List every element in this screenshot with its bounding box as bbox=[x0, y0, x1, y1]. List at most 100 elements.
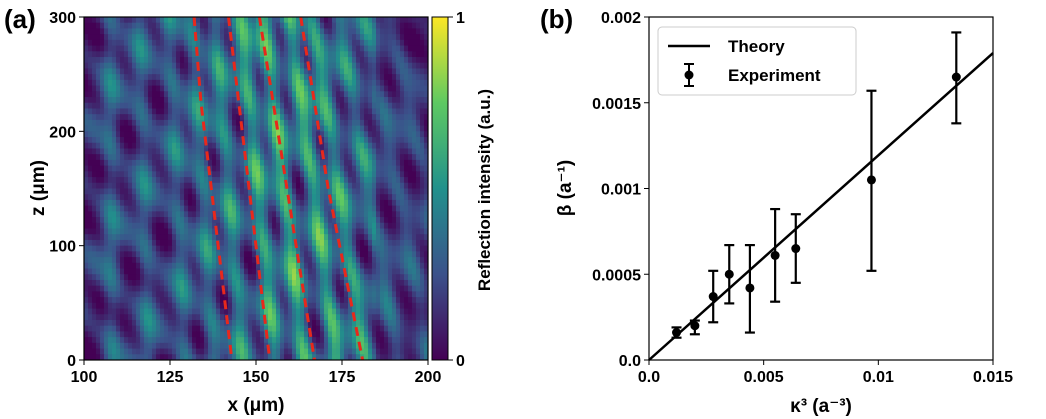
heatmap-cell bbox=[256, 45, 261, 52]
heatmap-cell bbox=[108, 325, 113, 333]
heatmap-cell bbox=[128, 308, 133, 315]
heatmap-cell bbox=[272, 125, 277, 132]
heatmap-cell bbox=[120, 217, 125, 224]
heatmap-cell bbox=[184, 245, 189, 252]
heatmap-cell bbox=[416, 205, 421, 212]
heatmap-cell bbox=[100, 234, 105, 241]
heatmap-cell bbox=[356, 268, 361, 275]
heatmap-cell bbox=[264, 85, 269, 92]
heatmap-cell bbox=[344, 314, 349, 321]
heatmap-cell bbox=[180, 331, 185, 338]
heatmap-cell bbox=[216, 302, 221, 310]
heatmap-cell bbox=[268, 119, 273, 127]
heatmap-cell bbox=[244, 251, 249, 258]
heatmap-cell bbox=[200, 337, 205, 344]
heatmap-cell bbox=[388, 108, 393, 115]
heatmap-cell bbox=[176, 302, 181, 310]
heatmap-cell bbox=[256, 251, 261, 258]
heatmap-cell bbox=[96, 319, 101, 327]
heatmap-cell bbox=[368, 131, 373, 138]
heatmap-cell bbox=[224, 51, 229, 58]
heatmap-cell bbox=[260, 188, 265, 195]
heatmap-cell bbox=[216, 114, 221, 121]
heatmap-cell bbox=[116, 302, 121, 310]
heatmap-cell bbox=[336, 268, 341, 275]
heatmap-cell bbox=[192, 314, 197, 321]
heatmap-cell bbox=[392, 211, 397, 218]
heatmap-cell bbox=[100, 114, 105, 121]
heatmap-cell bbox=[248, 297, 253, 304]
heatmap-cell bbox=[352, 142, 357, 150]
heatmap-cell bbox=[284, 251, 289, 258]
heatmap-cell bbox=[124, 137, 129, 144]
heatmap-cell bbox=[228, 51, 233, 58]
heatmap-cell bbox=[220, 194, 225, 201]
heatmap-cell bbox=[252, 297, 257, 304]
heatmap-cell bbox=[292, 39, 297, 47]
heatmap-cell bbox=[300, 159, 305, 167]
heatmap-cell bbox=[268, 108, 273, 115]
heatmap-cell bbox=[272, 165, 277, 172]
heatmap-cell bbox=[332, 39, 337, 47]
heatmap-cell bbox=[112, 182, 117, 190]
heatmap-cell bbox=[200, 222, 205, 230]
heatmap-cell bbox=[320, 228, 325, 235]
heatmap-cell bbox=[176, 245, 181, 252]
heatmap-cell bbox=[236, 319, 241, 327]
heatmap-cell bbox=[100, 148, 105, 155]
heatmap-cell bbox=[280, 91, 285, 98]
heatmap-cell bbox=[104, 165, 109, 172]
heatmap-cell bbox=[348, 57, 353, 64]
heatmap-cell bbox=[344, 68, 349, 75]
heatmap-cell bbox=[176, 57, 181, 64]
heatmap-cell bbox=[336, 39, 341, 47]
heatmap-cell bbox=[128, 68, 133, 75]
heatmap-cell bbox=[148, 114, 153, 121]
heatmap-cell bbox=[168, 125, 173, 132]
heatmap-cell bbox=[256, 239, 261, 247]
heatmap-cell bbox=[144, 188, 149, 195]
heatmap-cell bbox=[344, 91, 349, 98]
heatmap-cell bbox=[108, 51, 113, 58]
heatmap-cell bbox=[96, 331, 101, 338]
heatmap-cell bbox=[104, 131, 109, 138]
heatmap-cell bbox=[160, 182, 165, 190]
heatmap-cell bbox=[412, 251, 417, 258]
heatmap-cell bbox=[120, 274, 125, 281]
heatmap-cell bbox=[360, 91, 365, 98]
heatmap-cell bbox=[320, 342, 325, 350]
heatmap-cell bbox=[400, 291, 405, 298]
heatmap-cell bbox=[360, 142, 365, 150]
heatmap-cell bbox=[84, 268, 89, 275]
heatmap-cell bbox=[304, 194, 309, 201]
heatmap-cell bbox=[292, 194, 297, 201]
heatmap-cell bbox=[140, 148, 145, 155]
heatmap-cell bbox=[104, 297, 109, 304]
heatmap-cell bbox=[124, 34, 129, 41]
heatmap-cell bbox=[116, 319, 121, 327]
heatmap-cell bbox=[400, 285, 405, 292]
heatmap-cell bbox=[188, 22, 193, 30]
heatmap-cell bbox=[256, 291, 261, 298]
heatmap-cell bbox=[328, 39, 333, 47]
heatmap-cell bbox=[96, 257, 101, 264]
heatmap-cell bbox=[412, 194, 417, 201]
heatmap-cell bbox=[420, 177, 425, 184]
heatmap-cell bbox=[296, 79, 301, 87]
heatmap-cell bbox=[388, 228, 393, 235]
heatmap-cell bbox=[196, 188, 201, 195]
heatmap-cell bbox=[320, 171, 325, 178]
heatmap-cell bbox=[264, 337, 269, 344]
heatmap-cell bbox=[208, 125, 213, 132]
heatmap-cell bbox=[312, 154, 317, 161]
heatmap-cell bbox=[260, 108, 265, 115]
heatmap-cell bbox=[180, 217, 185, 224]
heatmap-cell bbox=[304, 131, 309, 138]
heatmap-cell bbox=[188, 182, 193, 190]
heatmap-cell bbox=[424, 171, 428, 178]
heatmap-cell bbox=[220, 171, 225, 178]
heatmap-cell bbox=[276, 182, 281, 190]
heatmap-cell bbox=[408, 251, 413, 258]
heatmap-cell bbox=[180, 91, 185, 98]
heatmap-cell bbox=[244, 119, 249, 127]
